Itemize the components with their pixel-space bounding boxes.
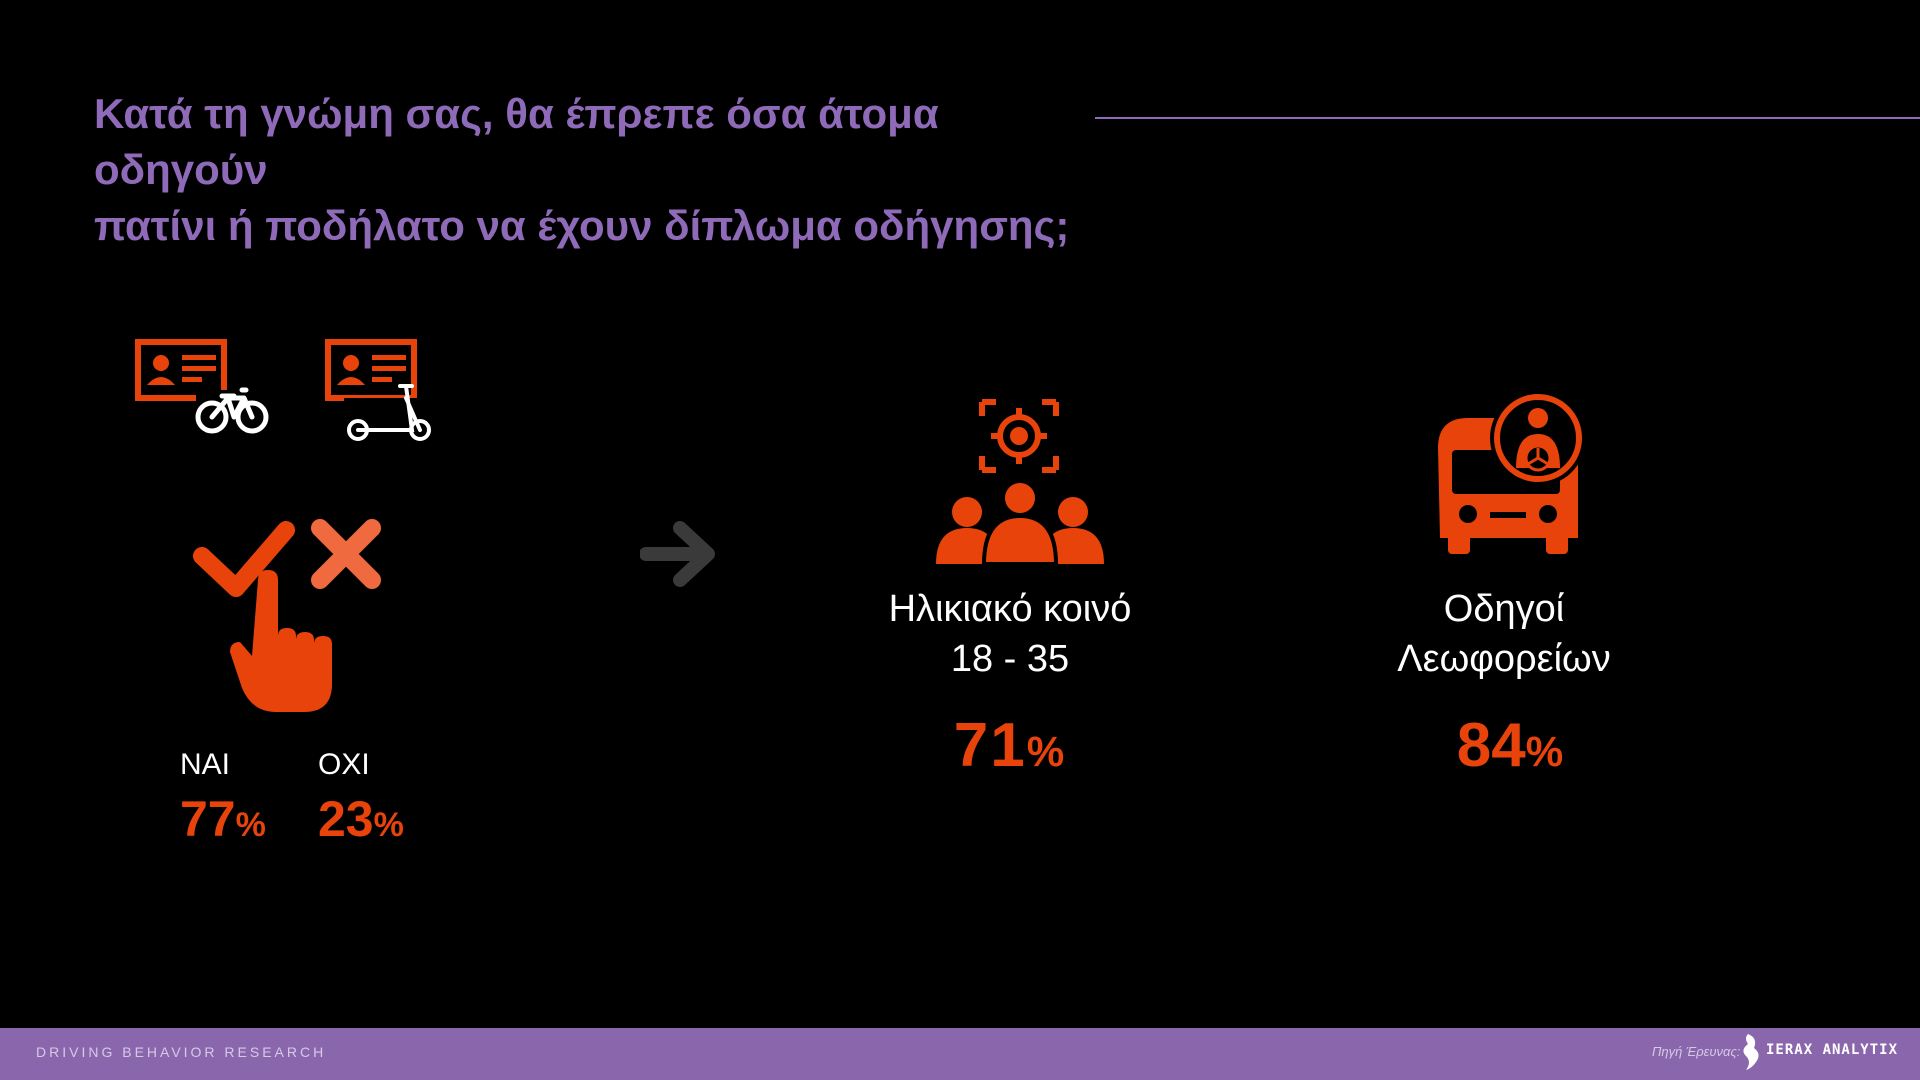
footer-research-label: DRIVING BEHAVIOR RESEARCH [36, 1044, 327, 1060]
segment-bus-line-2: Λεωφορείων [1397, 638, 1611, 680]
segment-bus-unit: % [1525, 728, 1564, 775]
footer-brand: IERAX ANALYTIX [1766, 1042, 1899, 1058]
answer-no-label: ΟΧΙ [318, 748, 370, 781]
title-line-2: πατίνι ή ποδήλατο να έχουν δίπλωμα οδήγη… [94, 202, 1070, 249]
answer-yes-percent: 77% [180, 790, 266, 848]
segment-age-value: 71 [953, 711, 1027, 780]
arrow-right-icon [640, 518, 720, 590]
page-title: Κατά τη γνώμη σας, θα έπρεπε όσα άτομα ο… [94, 86, 1094, 254]
segment-age-label: Ηλικιακό κοινό 18 - 35 [860, 584, 1160, 684]
answer-no-percent: 23% [318, 790, 404, 848]
answer-yes-label: ΝΑΙ [180, 748, 231, 781]
answer-no-unit: % [373, 806, 404, 844]
segment-bus-label: Οδηγοί Λεωφορείων [1354, 584, 1654, 684]
answer-no-value: 23 [318, 791, 374, 847]
answer-yes-value: 77 [180, 791, 236, 847]
segment-age-percent: 71% [860, 710, 1160, 781]
title-divider [1095, 117, 1920, 119]
check-cross-hand-icon [190, 516, 396, 722]
title-line-1: Κατά τη γνώμη σας, θα έπρεπε όσα άτομα ο… [94, 90, 939, 193]
bus-driver-icon [1434, 388, 1590, 568]
id-card-bicycle-icon [134, 338, 276, 438]
answer-yes-unit: % [235, 806, 266, 844]
segment-age-line-2: 18 - 35 [950, 638, 1070, 680]
segment-bus-percent: 84% [1360, 710, 1660, 781]
segment-bus-line-1: Οδηγοί [1443, 588, 1565, 630]
segment-age-line-1: Ηλικιακό κοινό [888, 588, 1132, 630]
segment-bus-value: 84 [1456, 711, 1526, 780]
footer-source-label: Πηγή Έρευνας: [1652, 1044, 1741, 1059]
brand-logo-icon [1740, 1032, 1762, 1072]
target-group-icon [934, 398, 1106, 568]
footer-bar [0, 1028, 1920, 1080]
segment-age-unit: % [1026, 728, 1067, 775]
id-card-scooter-icon [324, 338, 432, 442]
